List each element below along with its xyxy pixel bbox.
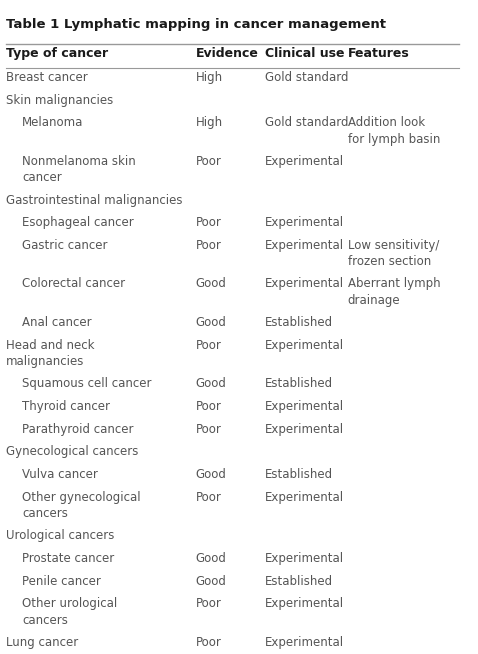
Text: Experimental: Experimental xyxy=(265,422,344,436)
Text: Melanoma: Melanoma xyxy=(22,116,84,129)
Text: Gold standard: Gold standard xyxy=(265,116,348,129)
Text: Established: Established xyxy=(265,575,333,587)
Text: Anal cancer: Anal cancer xyxy=(22,316,92,329)
Text: Colorectal cancer: Colorectal cancer xyxy=(22,277,125,290)
Text: Established: Established xyxy=(265,468,333,481)
Text: Thyroid cancer: Thyroid cancer xyxy=(22,400,110,413)
Text: Prostate cancer: Prostate cancer xyxy=(22,552,114,565)
Text: Experimental: Experimental xyxy=(265,239,344,252)
Text: Table 1 Lymphatic mapping in cancer management: Table 1 Lymphatic mapping in cancer mana… xyxy=(6,18,386,31)
Text: Good: Good xyxy=(196,575,226,587)
Text: Gastrointestinal malignancies: Gastrointestinal malignancies xyxy=(6,194,183,207)
Text: Vulva cancer: Vulva cancer xyxy=(22,468,98,481)
Text: Poor: Poor xyxy=(196,400,221,413)
Text: Poor: Poor xyxy=(196,422,221,436)
Text: Esophageal cancer: Esophageal cancer xyxy=(22,216,134,229)
Text: Squamous cell cancer: Squamous cell cancer xyxy=(22,377,152,390)
Text: Breast cancer: Breast cancer xyxy=(6,71,88,84)
Text: Addition look
for lymph basin: Addition look for lymph basin xyxy=(348,116,440,146)
Text: Established: Established xyxy=(265,377,333,390)
Text: Poor: Poor xyxy=(196,636,221,649)
Text: Experimental: Experimental xyxy=(265,216,344,229)
Text: Gastric cancer: Gastric cancer xyxy=(22,239,108,252)
Text: Lung cancer: Lung cancer xyxy=(6,636,78,649)
Text: Experimental: Experimental xyxy=(265,277,344,290)
Text: Established: Established xyxy=(265,316,333,329)
Text: Experimental: Experimental xyxy=(265,636,344,649)
Text: Experimental: Experimental xyxy=(265,552,344,565)
Text: Poor: Poor xyxy=(196,239,221,252)
Text: Urological cancers: Urological cancers xyxy=(6,529,114,542)
Text: Experimental: Experimental xyxy=(265,400,344,413)
Text: Type of cancer: Type of cancer xyxy=(6,47,108,60)
Text: Evidence: Evidence xyxy=(196,47,258,60)
Text: Poor: Poor xyxy=(196,339,221,352)
Text: Experimental: Experimental xyxy=(265,339,344,352)
Text: Experimental: Experimental xyxy=(265,490,344,504)
Text: Poor: Poor xyxy=(196,155,221,168)
Text: Poor: Poor xyxy=(196,216,221,229)
Text: Features: Features xyxy=(348,47,410,60)
Text: Good: Good xyxy=(196,552,226,565)
Text: Other urological
cancers: Other urological cancers xyxy=(22,597,118,627)
Text: Experimental: Experimental xyxy=(265,155,344,168)
Text: Gold standard: Gold standard xyxy=(265,71,348,84)
Text: Aberrant lymph
drainage: Aberrant lymph drainage xyxy=(348,277,441,307)
Text: Experimental: Experimental xyxy=(265,597,344,610)
Text: Head and neck
malignancies: Head and neck malignancies xyxy=(6,339,95,368)
Text: High: High xyxy=(196,71,223,84)
Text: Good: Good xyxy=(196,377,226,390)
Text: Good: Good xyxy=(196,277,226,290)
Text: Other gynecological
cancers: Other gynecological cancers xyxy=(22,490,141,520)
Text: Skin malignancies: Skin malignancies xyxy=(6,94,113,107)
Text: Poor: Poor xyxy=(196,490,221,504)
Text: Parathyroid cancer: Parathyroid cancer xyxy=(22,422,134,436)
Text: High: High xyxy=(196,116,223,129)
Text: Poor: Poor xyxy=(196,597,221,610)
Text: Penile cancer: Penile cancer xyxy=(22,575,101,587)
Text: Low sensitivity/
frozen section: Low sensitivity/ frozen section xyxy=(348,239,439,268)
Text: Clinical use: Clinical use xyxy=(265,47,344,60)
Text: Good: Good xyxy=(196,316,226,329)
Text: Gynecological cancers: Gynecological cancers xyxy=(6,445,139,458)
Text: Nonmelanoma skin
cancer: Nonmelanoma skin cancer xyxy=(22,155,136,184)
Text: Good: Good xyxy=(196,468,226,481)
